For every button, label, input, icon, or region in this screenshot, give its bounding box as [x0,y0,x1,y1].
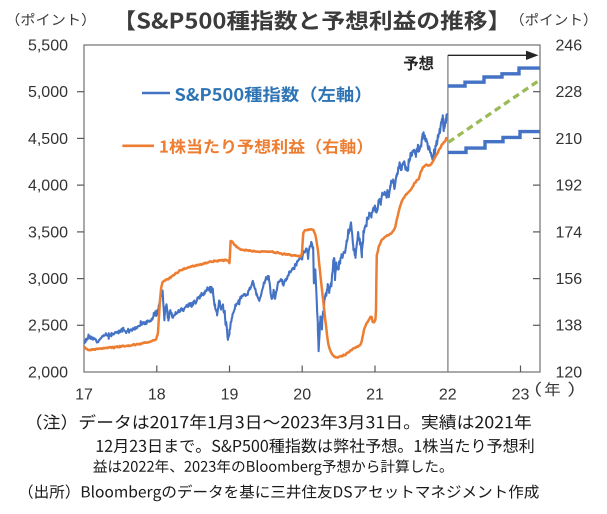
svg-text:4,000: 4,000 [28,178,68,195]
svg-text:120: 120 [556,364,583,381]
svg-text:246: 246 [556,37,583,54]
svg-text:3,000: 3,000 [28,271,68,288]
svg-text:210: 210 [556,131,583,148]
svg-text:3,500: 3,500 [28,224,68,241]
svg-text:20: 20 [293,387,311,404]
svg-text:22: 22 [439,387,457,404]
svg-text:4,500: 4,500 [28,131,68,148]
svg-text:18: 18 [148,387,166,404]
svg-text:23: 23 [512,387,530,404]
svg-text:174: 174 [556,224,583,241]
svg-text:192: 192 [556,178,583,195]
svg-text:17: 17 [75,387,93,404]
svg-text:5,500: 5,500 [28,37,68,54]
svg-text:156: 156 [556,271,583,288]
svg-text:19: 19 [221,387,239,404]
svg-text:228: 228 [556,84,583,101]
svg-text:2,000: 2,000 [28,364,68,381]
svg-text:138: 138 [556,318,583,335]
svg-text:5,000: 5,000 [28,84,68,101]
svg-text:2,500: 2,500 [28,318,68,335]
svg-text:21: 21 [366,387,384,404]
